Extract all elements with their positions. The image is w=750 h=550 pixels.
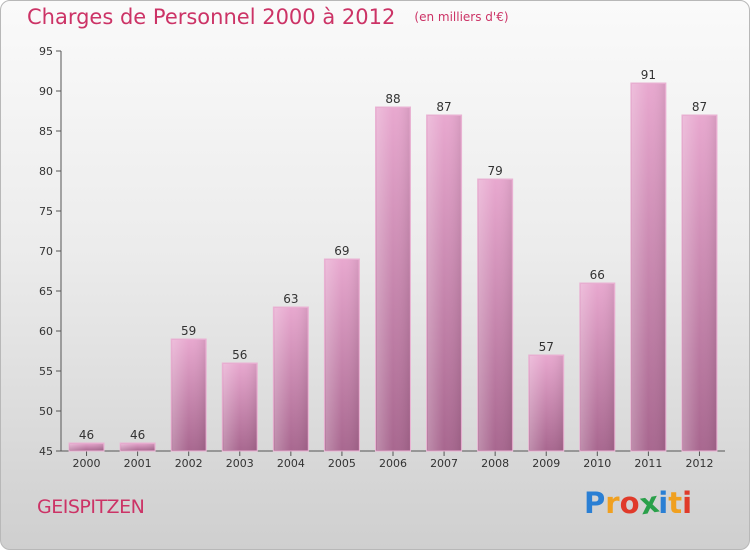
y-tick-label: 85 [39,125,53,138]
bar-shade-2000 [70,444,104,450]
bar-shade-2001 [121,444,155,450]
data-label: 59 [181,324,196,338]
x-tick-label: 2011 [634,457,662,470]
bar-shade-2012 [682,116,716,450]
bar-shade-2009 [529,356,563,450]
y-tick-label: 55 [39,365,53,378]
bar-shade-2003 [223,364,257,450]
y-tick-label: 45 [39,445,53,458]
brand-letter: P [584,486,606,520]
data-label: 79 [488,164,503,178]
y-tick-label: 50 [39,405,53,418]
brand-letter: i [658,486,669,520]
data-label: 46 [79,428,94,442]
bar-shade-2008 [478,180,512,450]
x-tick-label: 2005 [328,457,356,470]
x-tick-label: 2000 [73,457,101,470]
chart-title: Charges de Personnel 2000 à 2012 [27,5,396,29]
bar-shade-2011 [631,84,665,450]
bar-shade-2005 [325,260,359,450]
bars-layer [68,82,718,452]
bar-shade-2007 [427,116,461,450]
data-label: 63 [283,292,298,306]
chart-subtitle: (en milliers d'€) [414,10,509,24]
y-tick-label: 75 [39,205,53,218]
data-label: 57 [539,340,554,354]
bar-shade-2010 [580,284,614,450]
x-tick-label: 2008 [481,457,509,470]
data-label: 66 [590,268,605,282]
x-tick-label: 2010 [583,457,611,470]
bar-shade-2004 [274,308,308,450]
y-tick-label: 70 [39,245,53,258]
bar-shade-2006 [376,108,410,450]
brand-letter: i [682,486,693,520]
x-tick-label: 2002 [175,457,203,470]
bar-shade-2002 [172,340,206,450]
brand-letter: o [619,486,640,520]
brand-letter: r [605,486,620,520]
x-tick-label: 2007 [430,457,458,470]
y-tick-label: 90 [39,85,53,98]
data-label: 87 [692,100,707,114]
data-label: 69 [334,244,349,258]
y-tick-label: 65 [39,285,53,298]
y-tick-label: 95 [39,45,53,58]
x-tick-label: 2009 [532,457,560,470]
x-tick-label: 2001 [124,457,152,470]
title-row: Charges de Personnel 2000 à 2012 (en mil… [27,5,509,29]
data-label: 46 [130,428,145,442]
data-label: 87 [436,100,451,114]
data-label: 56 [232,348,247,362]
x-tick-label: 2012 [685,457,713,470]
x-tick-label: 2003 [226,457,254,470]
x-tick-label: 2004 [277,457,305,470]
labels-layer: 2000 46 2001 46 2002 59 2003 56 2004 63 2005 69 2006… [73,68,714,470]
y-tick-label: 60 [39,325,53,338]
brand-letter: t [668,486,683,520]
place-name: GEISPITZEN [37,496,145,518]
data-label: 88 [385,92,400,106]
data-label: 91 [641,68,656,82]
y-tick-label: 80 [39,165,53,178]
brand-logo: Proxiti [584,485,693,522]
x-tick-label: 2006 [379,457,407,470]
